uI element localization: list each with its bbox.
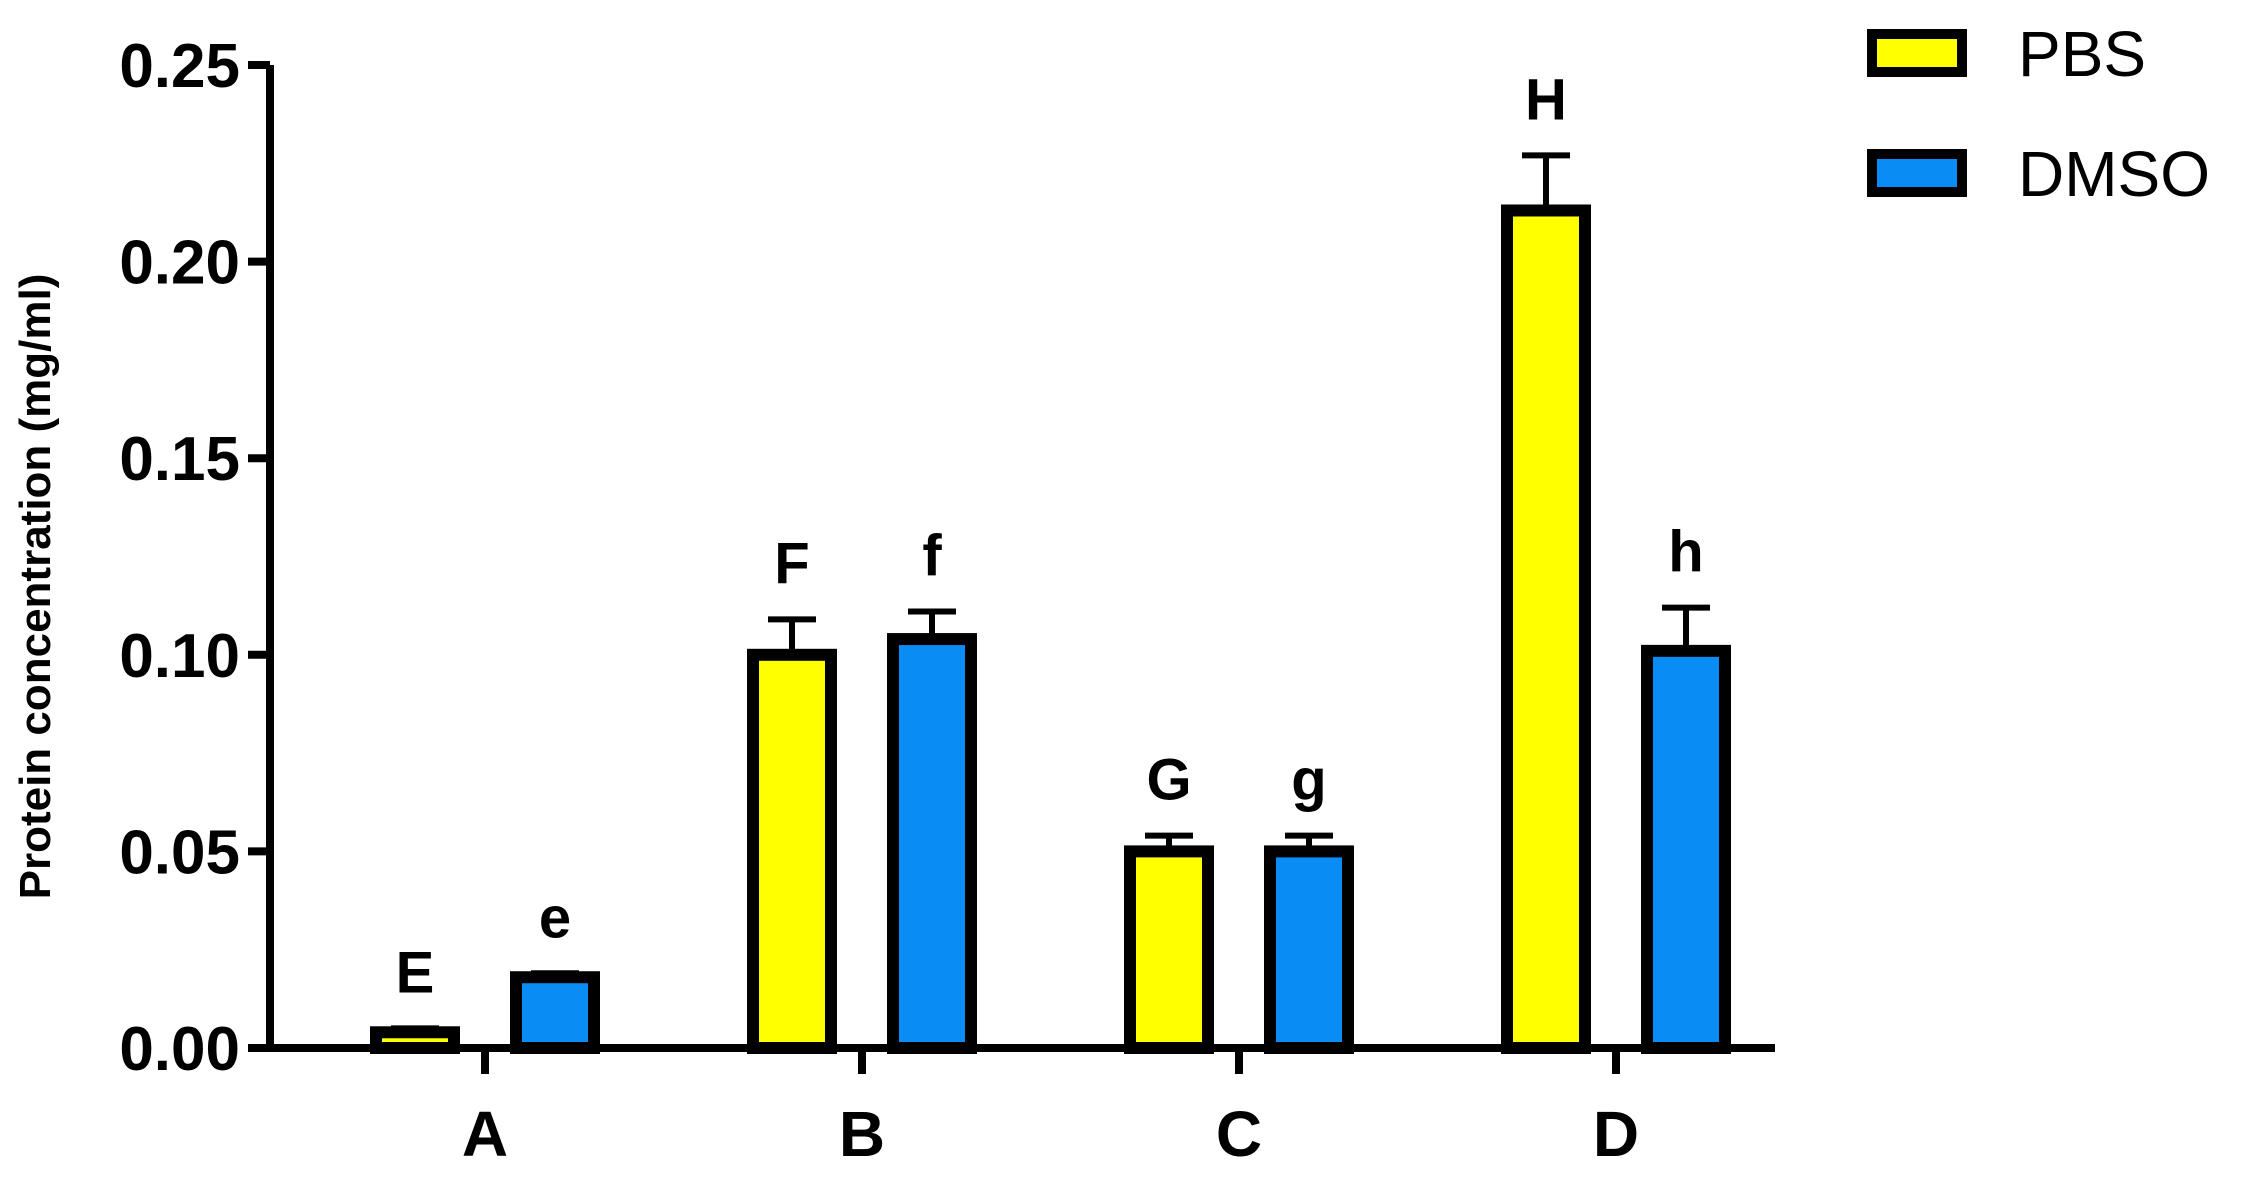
- bar: [887, 633, 977, 1055]
- y-axis-title: Protein concentration (mg/ml): [11, 274, 60, 900]
- bar: [510, 971, 600, 1054]
- bar-annotation: E: [396, 940, 435, 1005]
- x-tick-label: D: [1593, 1098, 1639, 1170]
- bar: [370, 1026, 460, 1054]
- legend-label: PBS: [2018, 18, 2146, 90]
- legend-label: DMSO: [2018, 138, 2210, 210]
- y-tick-label: 0.00: [119, 1015, 240, 1084]
- bar-annotation: h: [1668, 520, 1703, 585]
- x-tick-label: B: [839, 1098, 885, 1170]
- bar: [1264, 845, 1354, 1055]
- y-tick-label: 0.25: [119, 32, 240, 101]
- bar: [747, 648, 837, 1054]
- bar: [1641, 644, 1731, 1054]
- bar-annotation: H: [1525, 67, 1567, 132]
- x-ticks: A B C D: [462, 1048, 1639, 1170]
- bar: [1124, 845, 1214, 1055]
- x-tick-label: A: [462, 1098, 508, 1170]
- bars: E F G He f g h: [370, 67, 1731, 1055]
- y-tick-label: 0.15: [119, 425, 240, 494]
- legend-swatch: [1867, 29, 1967, 77]
- bar-annotation: f: [922, 524, 942, 589]
- y-tick-label: 0.20: [119, 229, 240, 298]
- y-tick-label: 0.05: [119, 818, 240, 887]
- legend: PBS DMSO: [1867, 18, 2210, 210]
- x-tick-label: C: [1216, 1098, 1262, 1170]
- legend-swatch: [1867, 149, 1967, 197]
- bar-annotation: G: [1146, 748, 1191, 813]
- bar-annotation: g: [1291, 748, 1326, 813]
- y-ticks: 0.00 0.05 0.10 0.15 0.20 0.25: [119, 32, 270, 1084]
- bar-annotation: F: [774, 531, 809, 596]
- y-tick-label: 0.10: [119, 622, 240, 691]
- bar-annotation: e: [539, 885, 571, 950]
- bar: [1501, 204, 1591, 1054]
